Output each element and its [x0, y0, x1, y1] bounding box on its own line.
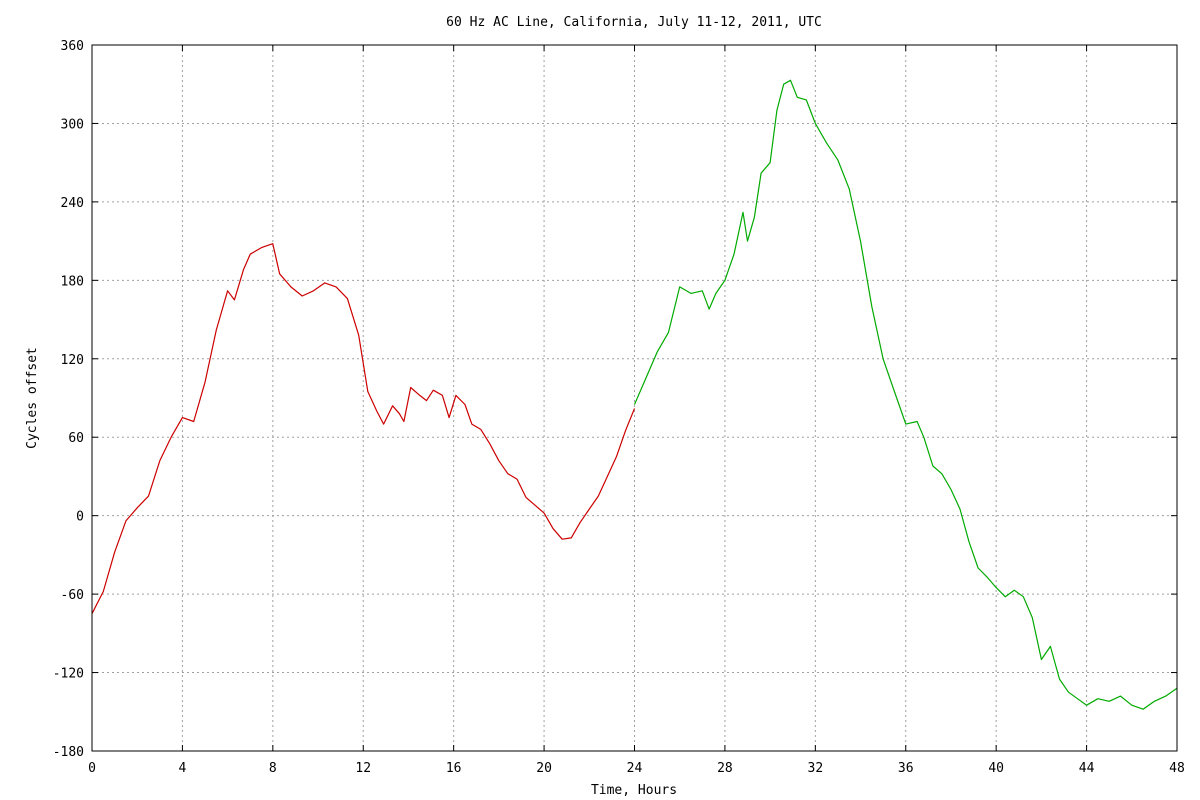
y-tick-label: 120: [61, 353, 84, 368]
x-tick-label: 40: [988, 761, 1004, 776]
series-line-1: [91, 243, 636, 614]
x-tick-label: 4: [179, 761, 187, 776]
grid-lines: [92, 45, 1177, 751]
y-axis-ticks: 360 300 240 180 120 60 0 -60 -120 -180: [53, 39, 1177, 760]
x-tick-label: 0: [88, 761, 96, 776]
y-tick-label: -180: [53, 745, 84, 760]
x-tick-label: 20: [536, 761, 552, 776]
x-tick-label: 44: [1079, 761, 1095, 776]
x-tick-label: 28: [717, 761, 733, 776]
x-axis-label: Time, Hours: [591, 783, 677, 798]
y-tick-label: 360: [61, 39, 84, 54]
y-tick-label: -60: [61, 588, 84, 603]
y-tick-label: 300: [61, 117, 84, 132]
data-series: [91, 79, 1178, 710]
y-tick-label: 240: [61, 196, 84, 211]
x-tick-label: 36: [898, 761, 914, 776]
y-tick-label: -120: [53, 667, 84, 682]
x-tick-label: 32: [808, 761, 824, 776]
plot-frame: [91, 44, 1178, 752]
y-tick-label: 0: [76, 510, 84, 525]
y-axis-label: Cycles offset: [25, 347, 40, 449]
x-tick-label: 24: [627, 761, 643, 776]
x-tick-label: 16: [446, 761, 462, 776]
x-tick-label: 48: [1169, 761, 1185, 776]
y-tick-label: 60: [68, 431, 84, 446]
x-tick-label: 12: [355, 761, 371, 776]
series-line-2: [633, 79, 1178, 710]
x-tick-label: 8: [269, 761, 277, 776]
y-tick-label: 180: [61, 274, 84, 289]
chart-title: 60 Hz AC Line, California, July 11-12, 2…: [446, 15, 822, 30]
